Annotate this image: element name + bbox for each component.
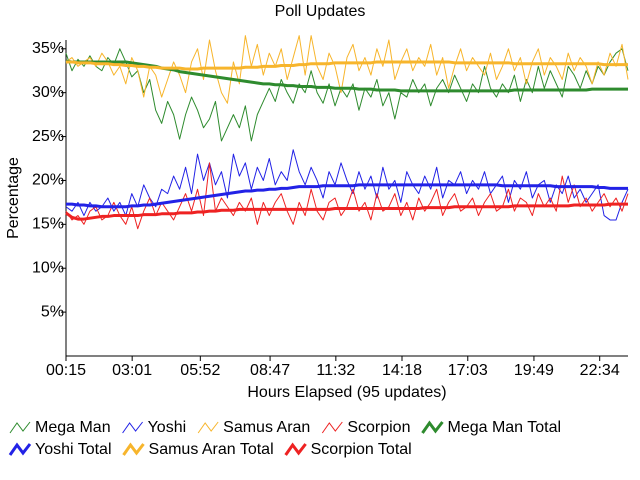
y-tick-label: 10% — [32, 259, 64, 276]
y-tick-label: 15% — [32, 216, 64, 233]
series-line — [66, 60, 628, 71]
x-tick-label: 00:15 — [46, 362, 86, 379]
x-tick-label: 17:03 — [448, 362, 488, 379]
legend-label: Samus Aran — [223, 419, 310, 436]
legend-label: Samus Aran Total — [149, 441, 274, 458]
x-tick-label: 11:32 — [316, 362, 355, 379]
series-line — [65, 149, 629, 221]
chart-title: Poll Updates — [275, 3, 366, 20]
legend-label: Yoshi — [148, 419, 187, 436]
series-line — [65, 35, 629, 104]
x-tick-label: 08:47 — [250, 362, 290, 379]
legend-label: Mega Man Total — [447, 419, 561, 436]
y-tick-label: 25% — [32, 128, 64, 145]
x-axis-label: Hours Elapsed (95 updates) — [247, 384, 446, 401]
legend-icon — [284, 442, 307, 456]
legend-icon — [122, 421, 143, 434]
x-tick-label: 03:01 — [112, 362, 152, 379]
series-line — [66, 183, 628, 209]
legend-label: Yoshi Total — [35, 441, 112, 458]
series-line — [65, 202, 628, 221]
legend-label: Scorpion Total — [311, 441, 412, 458]
legend-icon — [421, 420, 444, 434]
legend-icon — [321, 421, 343, 434]
legend-label: Mega Man — [35, 419, 111, 436]
series-line — [65, 48, 629, 142]
legend-label: Scorpion — [347, 419, 410, 436]
x-tick-label: 19:49 — [514, 362, 554, 379]
x-tick-label: 14:18 — [382, 362, 422, 379]
legend-icon — [8, 442, 32, 456]
y-tick-label: 30% — [32, 84, 64, 101]
x-tick-label: 22:34 — [580, 362, 620, 379]
legend-icon — [197, 421, 219, 434]
y-tick-label: 5% — [41, 303, 64, 320]
legend-icon — [9, 421, 31, 434]
legend-icon — [122, 442, 145, 456]
y-axis-label: Percentage — [5, 157, 22, 239]
series-line — [65, 162, 629, 230]
y-tick-label: 20% — [32, 172, 64, 189]
x-tick-label: 05:52 — [180, 362, 220, 379]
y-tick-label: 35% — [32, 40, 64, 57]
